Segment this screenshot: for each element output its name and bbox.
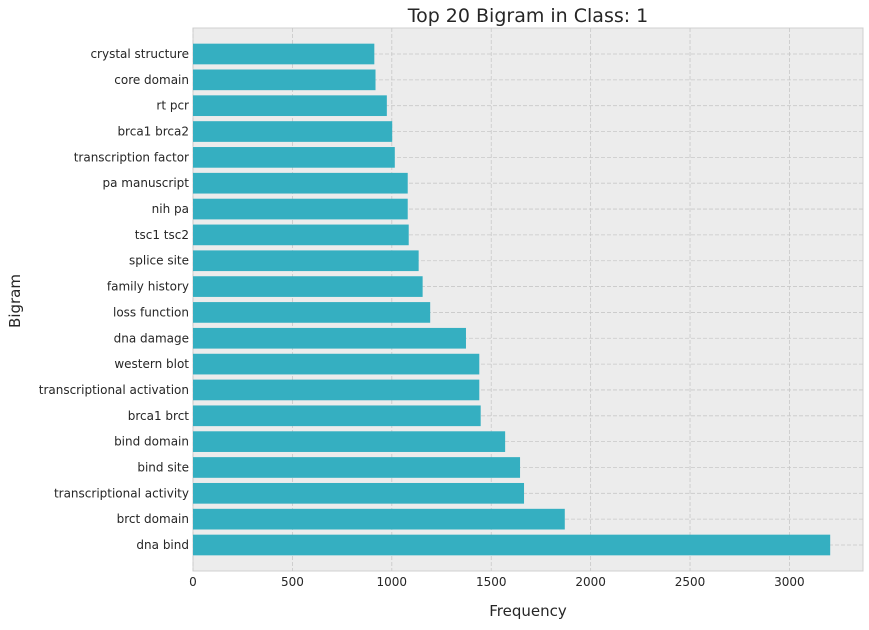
y-tick-label: nih pa: [152, 202, 189, 216]
y-tick-label: dna bind: [136, 538, 189, 552]
bar: [193, 69, 376, 91]
x-tick-label: 2000: [575, 575, 606, 589]
y-tick-label: splice site: [129, 254, 189, 268]
bar: [193, 534, 831, 556]
x-tick-label: 1000: [377, 575, 408, 589]
bar: [193, 327, 466, 349]
bar: [193, 147, 395, 168]
chart-title: Top 20 Bigram in Class: 1: [407, 5, 649, 27]
x-tick-label: 3000: [774, 575, 805, 589]
bar: [193, 508, 565, 530]
bar: [193, 379, 480, 401]
bar: [193, 121, 393, 142]
y-tick-label: loss function: [113, 305, 189, 319]
bar: [193, 482, 525, 504]
bar: [193, 457, 521, 478]
bar: [193, 276, 423, 297]
y-tick-label: brca1 brca2: [117, 125, 189, 139]
plot-background: [192, 27, 864, 572]
x-tick-label: 1500: [476, 575, 507, 589]
bar: [193, 405, 481, 427]
x-tick-label: 0: [189, 575, 197, 589]
y-tick-label: western blot: [114, 357, 189, 371]
y-tick-label: transcriptional activation: [39, 383, 189, 397]
bar: [193, 353, 480, 375]
bar: [193, 431, 506, 452]
bar: [193, 43, 375, 65]
y-tick-label: dna damage: [114, 331, 189, 345]
x-tick-label: 500: [281, 575, 304, 589]
bars: [193, 43, 831, 556]
y-tick-label: brca1 brct: [128, 409, 190, 423]
bar: [193, 302, 431, 323]
y-tick-label: family history: [107, 280, 189, 294]
y-tick-label: tsc1 tsc2: [135, 228, 189, 242]
bar: [193, 224, 409, 246]
y-axis-label: Bigram: [6, 274, 24, 328]
x-tick-label: 2500: [675, 575, 706, 589]
y-tick-label: crystal structure: [90, 47, 189, 61]
x-tick-labels: 0 500 1000 1500 2000 2500 3000: [189, 575, 805, 589]
y-tick-label: transcription factor: [74, 150, 189, 164]
y-tick-label: bind site: [137, 460, 189, 474]
y-tick-label: core domain: [114, 73, 189, 87]
y-tick-label: bind domain: [114, 435, 189, 449]
y-tick-labels: crystal structure core domain rt pcr brca1 …: [39, 47, 190, 552]
y-tick-label: transcriptional activity: [54, 486, 189, 500]
y-tick-label: brct domain: [117, 512, 189, 526]
bar: [193, 250, 419, 272]
y-tick-label: rt pcr: [156, 99, 189, 113]
bar: [193, 172, 408, 194]
y-tick-label: pa manuscript: [103, 176, 190, 190]
bar: [193, 95, 387, 117]
x-axis-label: Frequency: [489, 602, 567, 620]
bar: [193, 198, 408, 220]
